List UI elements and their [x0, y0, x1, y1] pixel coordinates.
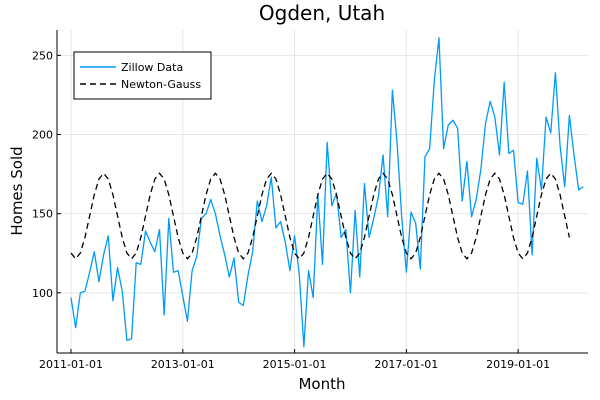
series — [70, 37, 584, 348]
x-axis-label: Month — [298, 375, 345, 393]
legend-label-zillow: Zillow Data — [121, 61, 183, 74]
legend: Zillow Data Newton-Gauss — [73, 51, 212, 100]
y-axis-label: Homes Sold — [8, 146, 26, 235]
legend-label-newton-gauss: Newton-Gauss — [121, 78, 201, 91]
x-tick-label: 2015-01-01 — [263, 358, 327, 371]
chart-title: Ogden, Utah — [259, 1, 385, 25]
axes — [56, 30, 588, 354]
legend-box — [73, 51, 212, 100]
x-tick-label: 2013-01-01 — [151, 358, 215, 371]
series-line-zillow-data — [70, 37, 584, 348]
y-ticks: 100 150 200 250 — [32, 49, 61, 300]
x-tick-label: 2011-01-01 — [39, 358, 103, 371]
series-line-newton-gauss — [70, 172, 571, 260]
x-tick-label: 2019-01-01 — [486, 358, 550, 371]
x-tick-label: 2017-01-01 — [374, 358, 438, 371]
y-tick-label: 100 — [32, 287, 53, 300]
y-tick-label: 200 — [32, 129, 53, 142]
y-tick-label: 250 — [32, 49, 53, 62]
y-tick-label: 150 — [32, 208, 53, 221]
x-ticks: 2011-01-01 2013-01-01 2015-01-01 2017-01-01… — [39, 349, 550, 371]
